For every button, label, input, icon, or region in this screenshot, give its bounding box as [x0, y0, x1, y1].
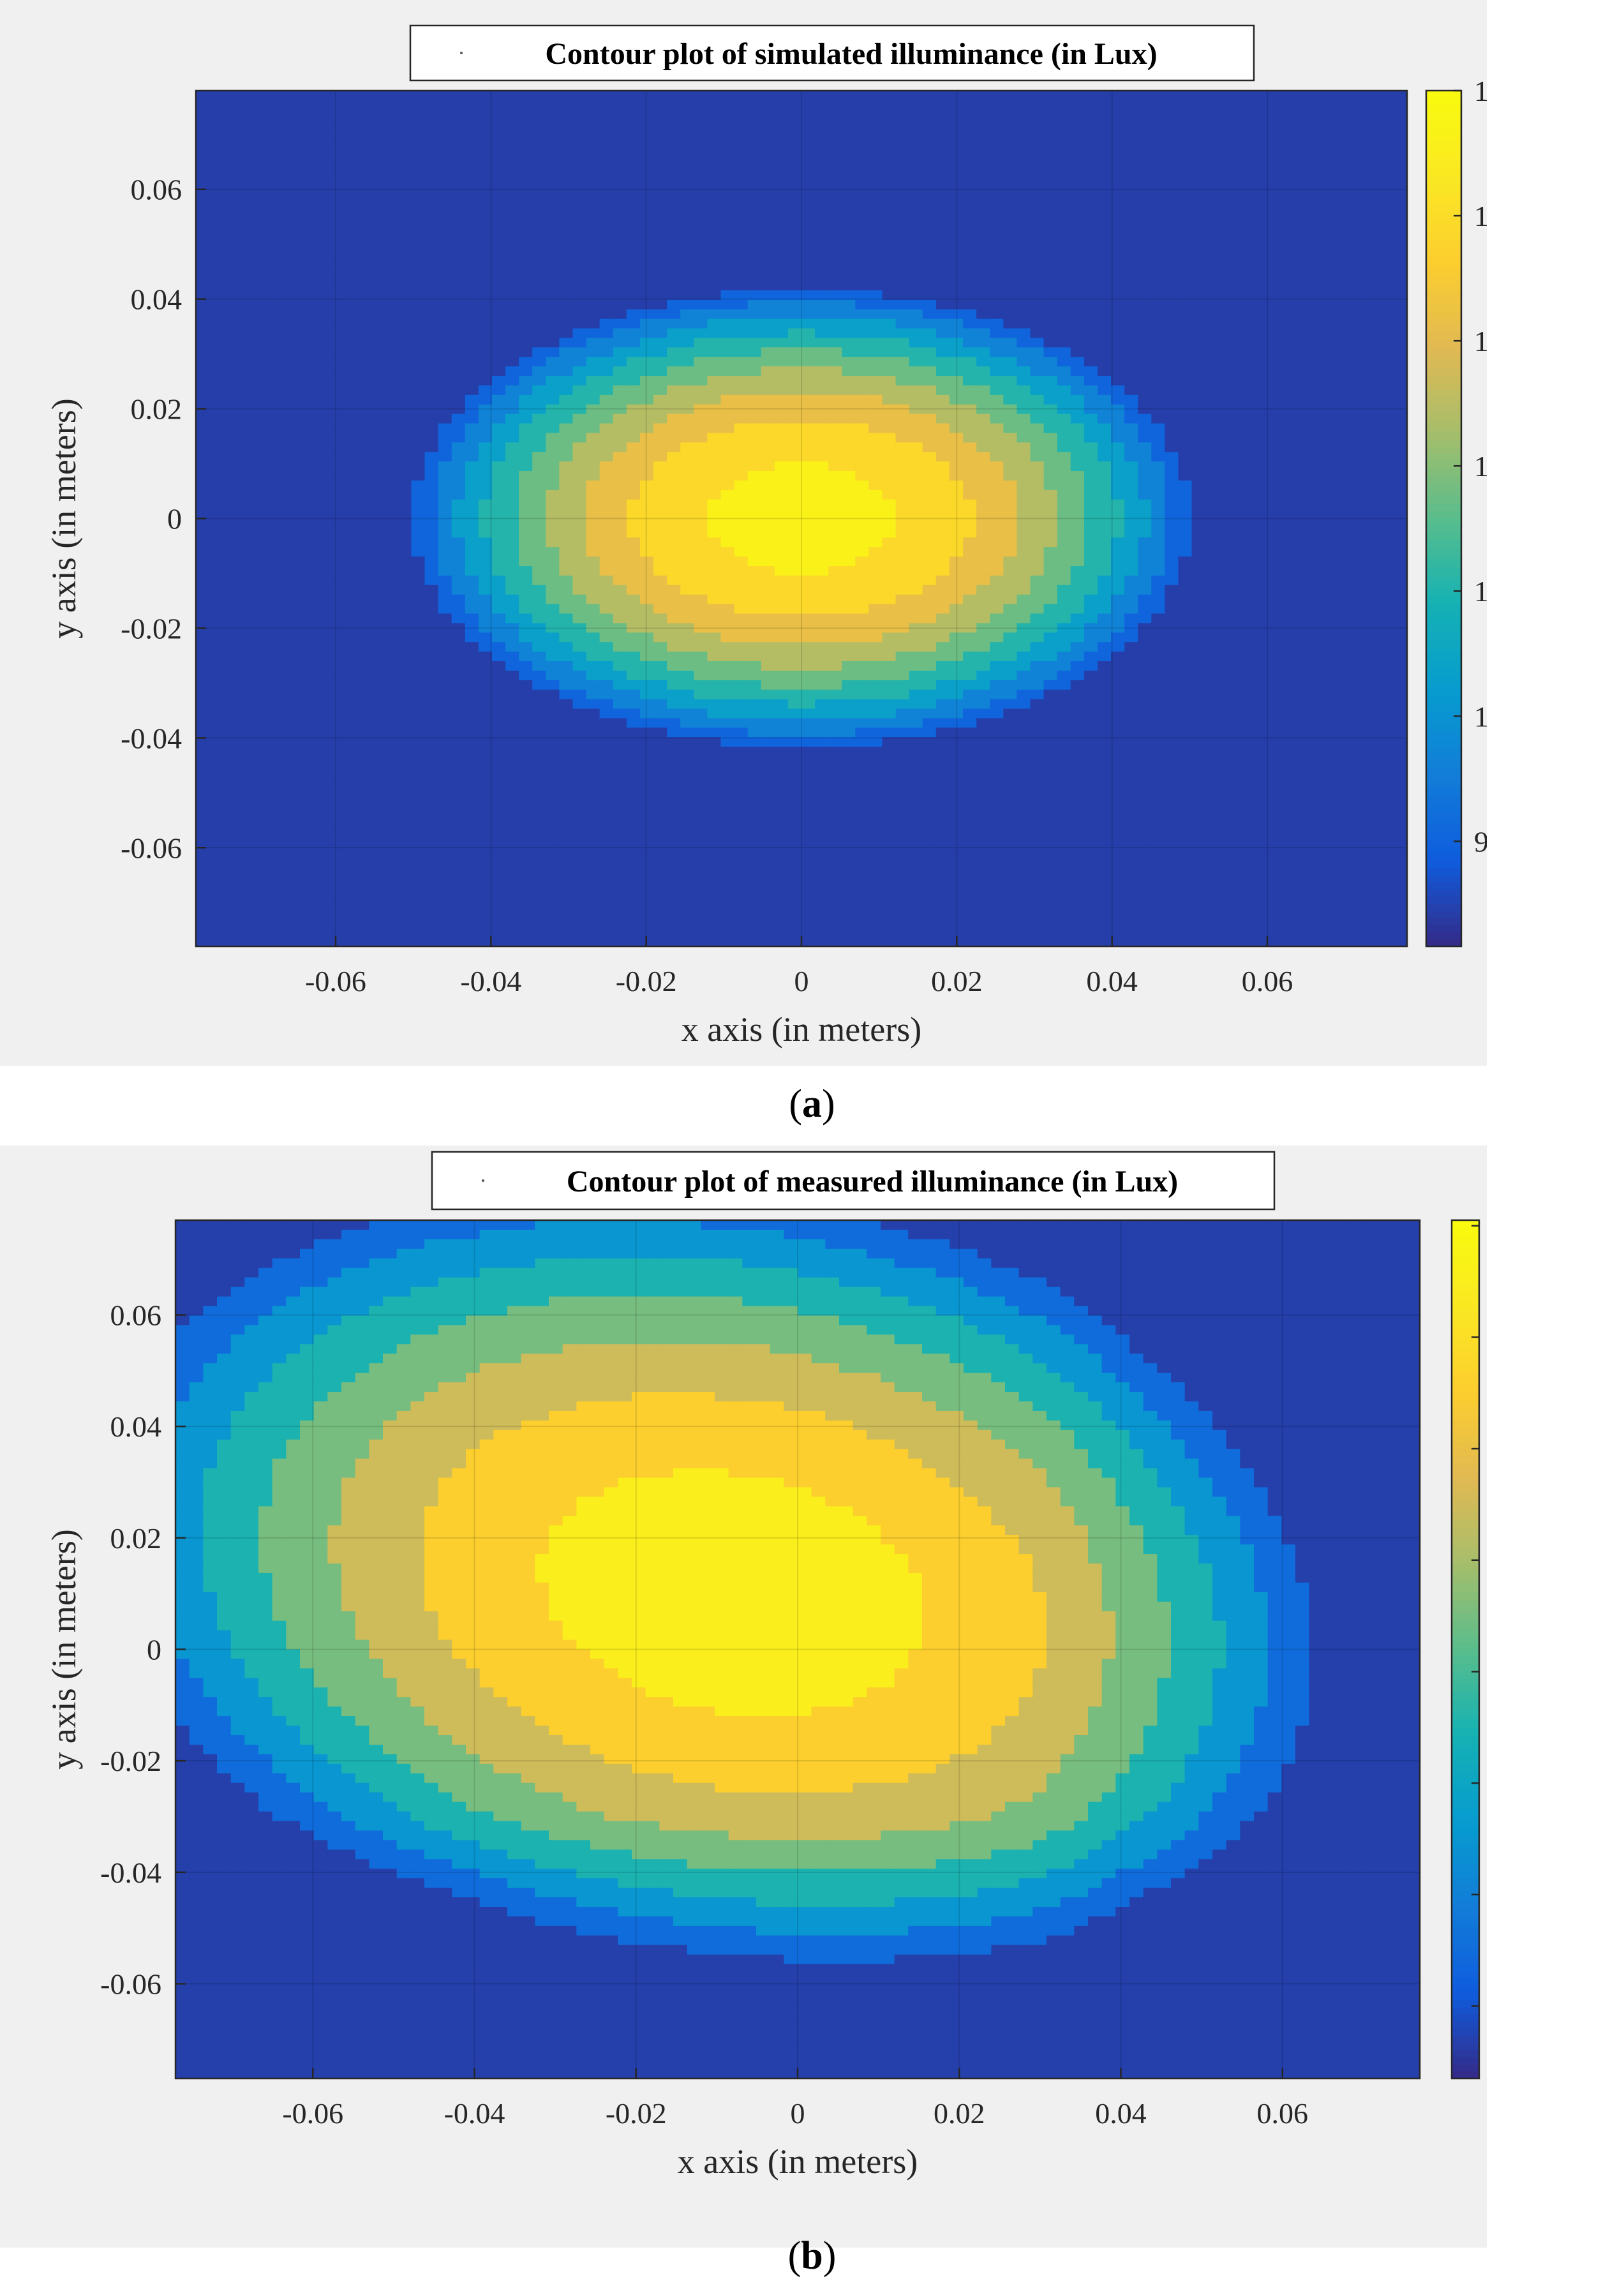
x-axis-label: x axis (in meters)	[682, 1010, 921, 1049]
legend-marker	[482, 1179, 484, 1182]
title-box	[409, 24, 1255, 82]
y-tick-label: 0.04	[131, 283, 183, 316]
y-axis-label: y axis (in meters)	[45, 398, 83, 638]
y-tick-label: 0.02	[131, 393, 183, 426]
y-tick-label: 0	[147, 1634, 161, 1666]
y-tick-label: -0.04	[121, 722, 182, 754]
grid-lines	[196, 91, 1407, 946]
x-tick-label: -0.06	[282, 2097, 343, 2130]
y-tick-label: -0.02	[100, 1745, 161, 1777]
x-tick-label: -0.02	[616, 965, 677, 997]
x-tick-label: -0.02	[606, 2097, 667, 2130]
x-tick-label: 0	[791, 2097, 805, 2130]
x-tick-label: 0.04	[1086, 965, 1138, 997]
y-tick-label: -0.02	[121, 612, 182, 645]
colorbar-tick-label: 1150	[1474, 325, 1487, 357]
colorbar-tick-label: 1000	[1474, 700, 1487, 733]
contour-chart-measured: -0.06 -0.04 -0.02 0 0.02 0.04 0.06 0.06 0.04 0.02…	[45, 1151, 1480, 2181]
x-tick-label: -0.04	[444, 2097, 505, 2130]
x-axis-label: x axis (in meters)	[678, 2142, 918, 2181]
y-axis-label: y axis (in meters)	[45, 1529, 83, 1769]
caption-b: (b)	[787, 2234, 837, 2278]
legend-marker	[460, 52, 463, 54]
y-tick-label: 0.06	[110, 1299, 162, 1331]
grid-lines	[175, 1220, 1420, 2079]
filled-contours	[196, 91, 1407, 946]
x-tick-label: -0.04	[460, 965, 521, 997]
y-tick-label: 0.04	[110, 1410, 162, 1443]
y-tick-label: 0.02	[110, 1522, 162, 1555]
contour-chart-simulated: -0.06 -0.04 -0.02 0 0.02 0.04 0.06 0.06 0.04 0.02…	[45, 24, 1487, 1049]
x-tick-label: 0.02	[934, 2097, 985, 2130]
chart-title: Contour plot of measured illuminance (in…	[567, 1165, 1178, 1198]
x-tick-label: 0	[794, 965, 809, 997]
x-tick-label: 0.06	[1242, 965, 1293, 997]
y-tick-label: -0.06	[121, 832, 182, 864]
y-tick-label: -0.04	[100, 1856, 161, 1889]
title-box	[431, 1151, 1276, 1211]
colorbar-tick-label: 1200	[1474, 200, 1487, 232]
y-tick-label: 0.06	[131, 174, 183, 206]
colorbar-frame	[1425, 89, 1463, 948]
panel-b-measured: -0.06 -0.04 -0.02 0 0.02 0.04 0.06 0.06 0.04 0.02…	[0, 1146, 1487, 2248]
colorbar-tick-label: 1250	[1474, 75, 1487, 107]
colorbar-tick-label: 950	[1474, 825, 1487, 858]
colorbar	[1426, 91, 1461, 947]
x-tick-label: 0.04	[1095, 2097, 1147, 2130]
colorbar	[1452, 1220, 1479, 2079]
x-tick-label: 0.06	[1256, 2097, 1308, 2130]
panel-a-simulated: -0.06 -0.04 -0.02 0 0.02 0.04 0.06 0.06 0.04 0.02…	[0, 0, 1487, 1066]
colorbar-tick-label: 1100	[1474, 450, 1487, 482]
y-tick-label: -0.06	[100, 1968, 161, 2001]
caption-a-label: a	[802, 1082, 822, 1126]
caption-a: (a)	[789, 1082, 835, 1126]
filled-contours	[175, 1220, 1420, 2079]
x-tick-label: -0.06	[305, 965, 366, 997]
x-tick-label: 0.02	[931, 965, 983, 997]
y-tick-label: 0	[167, 503, 182, 535]
colorbar-frame	[1450, 1219, 1480, 2080]
caption-b-label: b	[801, 2234, 823, 2278]
chart-title: Contour plot of simulated illuminance (i…	[545, 37, 1157, 71]
colorbar-tick-label: 1050	[1474, 575, 1487, 608]
